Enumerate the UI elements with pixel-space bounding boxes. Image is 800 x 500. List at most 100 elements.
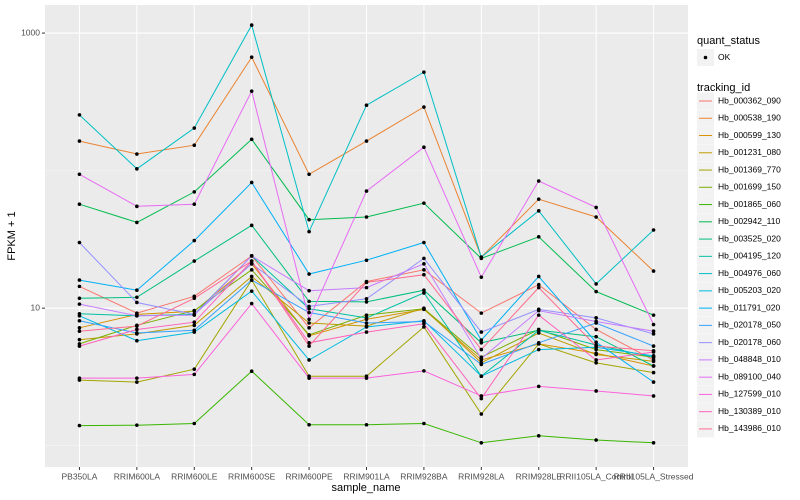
y-axis-label: FPKM + 1 bbox=[6, 211, 18, 260]
x-tick-label: PB350LA bbox=[61, 471, 97, 481]
data-point bbox=[364, 376, 369, 380]
legend-label: Hb_005203_020 bbox=[718, 285, 781, 295]
legend-label: Hb_011791_020 bbox=[718, 302, 781, 312]
data-point bbox=[364, 103, 369, 107]
data-point bbox=[77, 202, 82, 206]
data-point bbox=[479, 374, 484, 379]
legend-label: Hb_130389_010 bbox=[718, 406, 781, 416]
data-point bbox=[192, 421, 197, 426]
data-point bbox=[192, 202, 197, 206]
data-point bbox=[364, 139, 369, 143]
data-point bbox=[135, 327, 139, 332]
x-tick-label: RRIM600SE bbox=[228, 471, 276, 481]
legend-title: quant_status bbox=[697, 35, 760, 47]
data-point bbox=[77, 423, 82, 428]
data-point bbox=[77, 302, 82, 306]
data-point bbox=[422, 291, 426, 295]
data-point bbox=[249, 254, 254, 258]
data-point bbox=[594, 340, 598, 344]
data-point bbox=[249, 223, 254, 228]
data-point bbox=[249, 137, 254, 142]
data-point bbox=[479, 330, 484, 334]
data-point bbox=[422, 321, 426, 326]
x-tick-label: RRIM928LA bbox=[458, 471, 505, 481]
data-point bbox=[77, 172, 82, 177]
data-point bbox=[422, 369, 426, 373]
legend-label: Hb_001369_770 bbox=[718, 164, 781, 174]
legend-label: Hb_143986_010 bbox=[718, 423, 781, 433]
data-point bbox=[249, 23, 254, 27]
data-point bbox=[364, 330, 369, 334]
data-point bbox=[479, 338, 484, 342]
data-point bbox=[77, 376, 82, 380]
data-point bbox=[192, 372, 197, 377]
data-point bbox=[249, 268, 254, 272]
data-point bbox=[307, 317, 311, 322]
data-point bbox=[536, 328, 541, 333]
data-point bbox=[77, 318, 82, 323]
data-point bbox=[479, 275, 484, 279]
data-point bbox=[594, 344, 598, 348]
data-point bbox=[651, 370, 656, 375]
data-point bbox=[651, 344, 656, 348]
data-point bbox=[307, 229, 311, 234]
data-point bbox=[479, 440, 484, 445]
legend-label: Hb_004195_120 bbox=[718, 251, 781, 261]
data-point bbox=[192, 259, 197, 263]
data-point bbox=[594, 205, 598, 210]
x-tick-label: RRII105LA_Control bbox=[559, 471, 633, 481]
x-tick-label: RRIM928BA bbox=[400, 471, 448, 481]
x-tick-label: RRIM600LA bbox=[114, 471, 161, 481]
data-point bbox=[77, 284, 82, 289]
data-point bbox=[536, 197, 541, 201]
data-point bbox=[249, 262, 254, 266]
legend-label: OK bbox=[718, 52, 731, 62]
data-point bbox=[307, 422, 311, 427]
data-point bbox=[307, 340, 311, 345]
data-point bbox=[594, 316, 598, 320]
data-point bbox=[364, 280, 369, 285]
data-point bbox=[135, 300, 139, 305]
data-point bbox=[77, 329, 82, 333]
data-point bbox=[651, 329, 656, 333]
data-point bbox=[594, 438, 598, 442]
data-point bbox=[422, 240, 426, 245]
data-point bbox=[364, 321, 369, 325]
legend-point bbox=[703, 55, 708, 60]
data-point bbox=[307, 217, 311, 222]
data-point bbox=[422, 145, 426, 149]
data-point bbox=[536, 434, 541, 438]
y-tick-label: 1000 bbox=[21, 27, 40, 37]
data-point bbox=[307, 358, 311, 362]
data-point bbox=[249, 301, 254, 306]
data-point bbox=[422, 70, 426, 74]
data-point bbox=[594, 361, 598, 365]
data-point bbox=[135, 423, 139, 427]
data-point bbox=[135, 380, 139, 384]
data-point bbox=[364, 316, 369, 320]
x-tick-label: RRIM901LA bbox=[343, 471, 390, 481]
data-point bbox=[307, 304, 311, 309]
data-point bbox=[479, 340, 484, 345]
data-point bbox=[651, 313, 656, 317]
data-point bbox=[536, 308, 541, 313]
data-point bbox=[135, 295, 139, 300]
data-point bbox=[192, 238, 197, 243]
data-point bbox=[479, 362, 484, 367]
data-point bbox=[594, 358, 598, 362]
data-point bbox=[249, 289, 254, 293]
data-point bbox=[307, 321, 311, 325]
data-point bbox=[651, 269, 656, 273]
data-point bbox=[651, 440, 656, 445]
data-point bbox=[249, 274, 254, 279]
data-point bbox=[364, 189, 369, 193]
data-point bbox=[192, 367, 197, 371]
legend-label: Hb_004976_060 bbox=[718, 268, 781, 278]
data-point bbox=[422, 262, 426, 266]
data-point bbox=[651, 348, 656, 353]
legend-label: Hb_089100_040 bbox=[718, 371, 781, 381]
legend-label: Hb_020178_060 bbox=[718, 337, 781, 347]
data-point bbox=[422, 272, 426, 277]
data-point bbox=[364, 215, 369, 219]
